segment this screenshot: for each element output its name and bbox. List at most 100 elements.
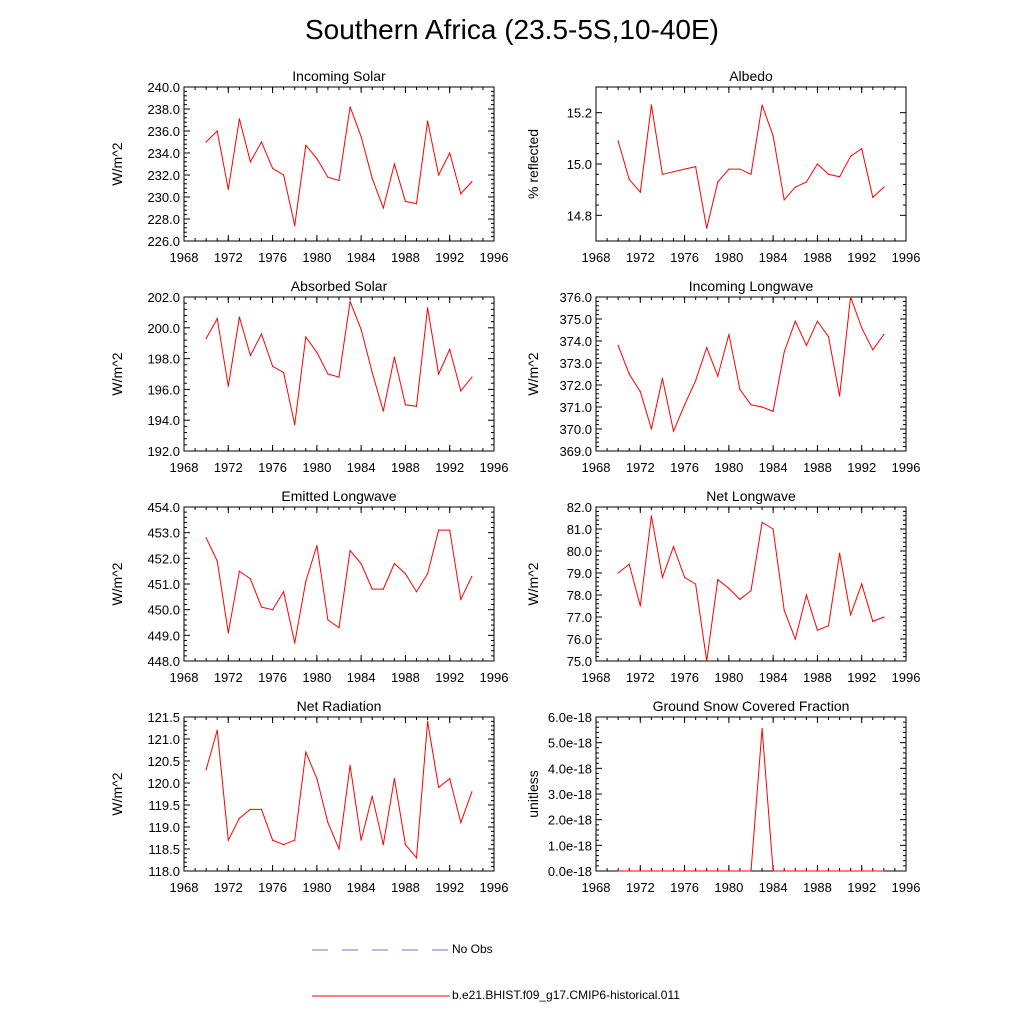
data-point bbox=[861, 148, 863, 150]
data-point bbox=[316, 778, 318, 780]
data-point bbox=[617, 870, 619, 872]
data-point bbox=[661, 173, 664, 175]
x-tick-label: 1968 bbox=[582, 250, 611, 265]
data-point bbox=[404, 573, 406, 575]
data-point bbox=[639, 870, 641, 872]
data-point bbox=[360, 562, 362, 565]
data-point bbox=[827, 625, 830, 627]
data-point bbox=[783, 870, 785, 872]
y-tick-label: 118.5 bbox=[148, 842, 180, 857]
data-point bbox=[227, 385, 229, 387]
x-tick-label: 1992 bbox=[847, 670, 876, 685]
data-point bbox=[294, 642, 296, 644]
y-tick-label: 450.0 bbox=[147, 603, 180, 618]
data-point bbox=[316, 544, 318, 547]
y-axis-label: W/m^2 bbox=[109, 772, 125, 815]
data-point bbox=[772, 135, 774, 137]
x-tick-label: 1996 bbox=[892, 670, 921, 685]
data-point bbox=[338, 376, 340, 378]
data-point bbox=[750, 590, 752, 592]
data-point bbox=[393, 778, 395, 780]
data-point bbox=[761, 406, 763, 408]
data-point bbox=[739, 870, 741, 872]
data-point bbox=[827, 173, 830, 175]
x-tick-label: 1968 bbox=[170, 250, 199, 265]
data-point bbox=[639, 605, 641, 607]
chart-title: Net Longwave bbox=[706, 488, 796, 504]
data-point bbox=[739, 598, 741, 601]
data-point bbox=[728, 168, 730, 170]
data-point bbox=[794, 638, 796, 640]
data-point bbox=[739, 388, 741, 390]
data-point bbox=[227, 632, 229, 634]
x-tick-label: 1980 bbox=[714, 880, 743, 895]
data-point bbox=[349, 301, 351, 303]
data-point bbox=[283, 371, 285, 374]
data-point bbox=[761, 727, 763, 730]
chart-panel: Albedo % reflected 1968 1972 1976 1980 1984 198… bbox=[525, 68, 920, 265]
data-point bbox=[249, 578, 251, 580]
y-tick-label: 0.0e-18 bbox=[548, 864, 592, 879]
y-tick-label: 14.8 bbox=[567, 208, 592, 223]
x-tick-label: 1972 bbox=[626, 460, 655, 475]
y-tick-label: 120.5 bbox=[147, 754, 180, 769]
legend-model-label: b.e21.BHIST.f09_g17.CMIP6-historical.011 bbox=[452, 988, 680, 1002]
data-point bbox=[338, 179, 340, 182]
data-point bbox=[695, 166, 697, 168]
data-point bbox=[460, 390, 462, 392]
data-point bbox=[717, 181, 719, 183]
y-tick-label: 451.0 bbox=[147, 577, 180, 592]
data-point bbox=[382, 844, 384, 846]
data-point bbox=[338, 627, 340, 629]
data-point bbox=[216, 130, 218, 132]
data-point bbox=[327, 822, 329, 824]
data-point bbox=[382, 410, 384, 412]
y-axis-label: W/m^2 bbox=[109, 352, 125, 395]
page-title: Southern Africa (23.5-5S,10-40E) bbox=[304, 14, 719, 45]
data-point bbox=[794, 870, 796, 872]
data-point bbox=[650, 428, 653, 430]
data-point bbox=[639, 391, 641, 393]
data-point bbox=[761, 104, 763, 106]
x-tick-label: 1984 bbox=[347, 460, 376, 475]
y-tick-label: 200.0 bbox=[147, 321, 180, 336]
data-point bbox=[661, 576, 664, 579]
data-point bbox=[249, 354, 251, 357]
data-point bbox=[706, 870, 708, 872]
x-tick-label: 1992 bbox=[847, 460, 876, 475]
data-point bbox=[316, 351, 318, 353]
x-tick-label: 1996 bbox=[892, 880, 921, 895]
y-tick-label: 370.0 bbox=[559, 422, 592, 437]
data-point bbox=[238, 570, 240, 572]
x-tick-label: 1972 bbox=[214, 880, 243, 895]
x-tick-label: 1976 bbox=[670, 670, 699, 685]
data-point bbox=[272, 365, 274, 367]
x-tick-label: 1988 bbox=[803, 670, 832, 685]
data-point bbox=[861, 327, 863, 329]
y-tick-label: 77.0 bbox=[567, 610, 592, 625]
data-point bbox=[294, 225, 296, 227]
data-point bbox=[260, 606, 263, 608]
data-point bbox=[349, 550, 351, 552]
y-tick-label: 452.0 bbox=[147, 551, 180, 566]
data-point bbox=[816, 320, 819, 322]
data-point bbox=[327, 176, 329, 178]
x-tick-label: 1996 bbox=[480, 880, 509, 895]
data-point bbox=[427, 573, 429, 575]
data-point bbox=[850, 155, 852, 157]
data-point bbox=[283, 844, 285, 846]
data-point bbox=[684, 576, 686, 579]
data-point bbox=[794, 320, 796, 322]
x-tick-label: 1988 bbox=[803, 880, 832, 895]
y-tick-label: 81.0 bbox=[567, 522, 592, 537]
y-tick-label: 454.0 bbox=[147, 500, 180, 515]
x-tick-label: 1968 bbox=[170, 670, 199, 685]
data-point bbox=[728, 333, 730, 335]
x-tick-label: 1972 bbox=[626, 670, 655, 685]
legend-obs-label: No Obs bbox=[452, 942, 493, 956]
data-point bbox=[861, 583, 863, 585]
data-point bbox=[238, 316, 240, 318]
data-point bbox=[850, 870, 852, 872]
chart-title: Ground Snow Covered Fraction bbox=[653, 698, 850, 714]
